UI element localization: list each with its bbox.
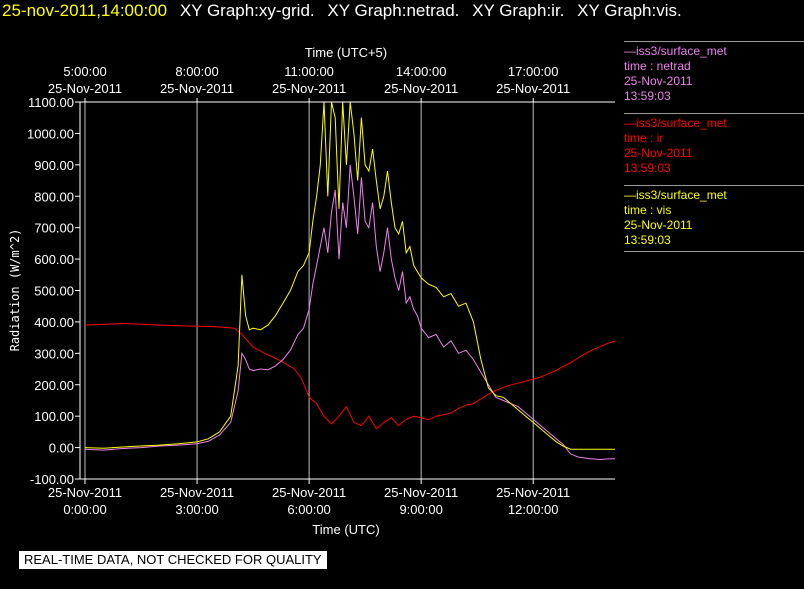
legend-vis-time: 13:59:03 xyxy=(624,233,671,247)
x2-tick-time-4: 17:00:00 xyxy=(508,64,559,79)
y-tick-label-11: 1000.00 xyxy=(27,126,74,141)
x2-tick-time-3: 14:00:00 xyxy=(396,64,447,79)
legend-netrad-var: time : netrad xyxy=(624,59,691,73)
x-tick-date-4: 25-Nov-2011 xyxy=(496,485,570,500)
x2-tick-time-1: 8:00:00 xyxy=(175,64,218,79)
x2-tick-date-2: 25-Nov-2011 xyxy=(272,81,346,96)
graph-name-xy-grid[interactable]: XY Graph:xy-grid. xyxy=(179,1,315,20)
x-tick-time-4: 12:00:00 xyxy=(508,502,559,517)
x-tick-time-1: 3:00:00 xyxy=(175,502,218,517)
header-timestamp: 25-nov-2011,14:00:00 xyxy=(2,1,168,20)
top-axis-title: Time (UTC+5) xyxy=(305,45,387,60)
y-tick-label-10: 900.00 xyxy=(34,158,74,173)
graph-name-netrad[interactable]: XY Graph:netrad. xyxy=(327,1,460,20)
legend-vis[interactable]: —iss3/surface_met time : vis 25-Nov-2011… xyxy=(624,185,804,254)
y-tick-label-12: 1100.00 xyxy=(28,95,74,110)
quality-notice: REAL-TIME DATA, NOT CHECKED FOR QUALITY xyxy=(19,551,327,569)
y-axis-title: Radiation (W/m^2) xyxy=(8,229,22,352)
y-tick-label-0: -100.00 xyxy=(30,472,74,487)
x-tick-time-2: 6:00:00 xyxy=(287,502,330,517)
y-tick-label-3: 200.00 xyxy=(34,378,74,393)
legend-netrad-source: —iss3/surface_met xyxy=(624,44,727,58)
y-tick-label-4: 300.00 xyxy=(34,346,74,361)
x2-tick-date-0: 25-Nov-2011 xyxy=(48,81,122,96)
legend-netrad-time: 13:59:03 xyxy=(624,89,671,103)
x-tick-date-1: 25-Nov-2011 xyxy=(160,485,234,500)
x-tick-time-3: 9:00:00 xyxy=(399,502,442,517)
x2-tick-time-2: 11:00:00 xyxy=(284,64,334,79)
x2-tick-date-1: 25-Nov-2011 xyxy=(160,81,234,96)
legend-ir-source: —iss3/surface_met xyxy=(624,116,727,130)
data-series xyxy=(84,102,615,461)
x-tick-time-0: 0:00:00 xyxy=(63,502,106,517)
legend-netrad-date: 25-Nov-2011 xyxy=(624,74,693,88)
x-tick-date-3: 25-Nov-2011 xyxy=(384,485,458,500)
y-tick-label-1: 0.00 xyxy=(49,441,74,456)
graph-name-ir[interactable]: XY Graph:ir. xyxy=(472,1,565,20)
series-line-1 xyxy=(84,164,615,461)
graph-header: 25-nov-2011,14:00:00 XY Graph:xy-grid. X… xyxy=(2,1,682,21)
series-line-0 xyxy=(84,322,615,430)
x-tick-date-2: 25-Nov-2011 xyxy=(272,485,346,500)
y-tick-label-6: 500.00 xyxy=(34,284,74,299)
legend-ir-time: 13:59:03 xyxy=(624,161,671,175)
bottom-axis-title: Time (UTC) xyxy=(312,522,379,537)
series-line-2 xyxy=(84,102,615,450)
graph-name-vis[interactable]: XY Graph:vis. xyxy=(577,1,682,20)
legend-ir-var: time : ir xyxy=(624,131,664,145)
axes: -100.00 0.00 100.00 200.00 300.00 400.00 500.0… xyxy=(27,64,615,517)
y-tick-label-5: 400.00 xyxy=(34,315,74,330)
legend-netrad[interactable]: —iss3/surface_met time : netrad 25-Nov-2… xyxy=(624,41,804,104)
y-tick-label-7: 600.00 xyxy=(34,252,74,267)
legend-vis-source: —iss3/surface_met xyxy=(624,188,727,202)
y-tick-label-9: 800.00 xyxy=(34,189,74,204)
x2-tick-date-4: 25-Nov-2011 xyxy=(496,81,570,96)
x-tick-date-0: 25-Nov-2011 xyxy=(48,485,122,500)
x2-tick-time-0: 5:00:00 xyxy=(63,64,106,79)
legend-vis-var: time : vis xyxy=(624,203,672,217)
legend-ir[interactable]: —iss3/surface_met time : ir 25-Nov-2011 … xyxy=(624,113,804,176)
legend-vis-date: 25-Nov-2011 xyxy=(624,218,693,232)
y-tick-label-2: 100.00 xyxy=(34,409,74,424)
grid-lines xyxy=(84,102,534,479)
y-tick-label-8: 700.00 xyxy=(34,221,74,236)
x2-tick-date-3: 25-Nov-2011 xyxy=(384,81,458,96)
legend-ir-date: 25-Nov-2011 xyxy=(624,146,693,160)
